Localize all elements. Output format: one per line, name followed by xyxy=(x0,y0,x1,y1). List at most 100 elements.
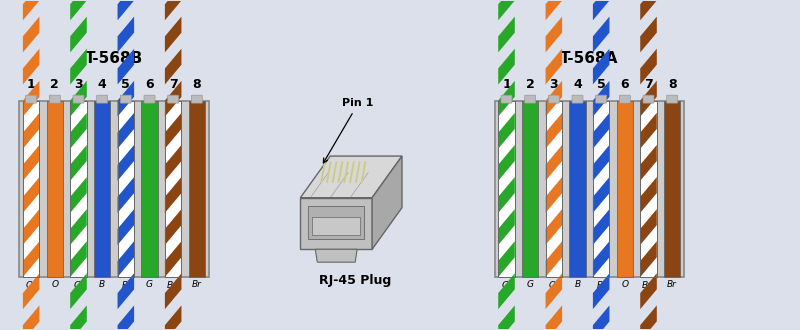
FancyBboxPatch shape xyxy=(50,95,60,103)
Bar xyxy=(570,101,586,277)
Polygon shape xyxy=(640,81,657,116)
Polygon shape xyxy=(165,305,182,330)
Text: G/: G/ xyxy=(502,280,511,289)
Polygon shape xyxy=(593,81,610,116)
Bar xyxy=(617,101,633,277)
Polygon shape xyxy=(165,113,182,149)
Polygon shape xyxy=(70,113,86,149)
Polygon shape xyxy=(498,177,514,213)
Polygon shape xyxy=(70,273,86,309)
Polygon shape xyxy=(23,273,39,309)
Polygon shape xyxy=(70,241,86,277)
Polygon shape xyxy=(593,273,610,309)
FancyBboxPatch shape xyxy=(572,95,583,103)
Polygon shape xyxy=(23,177,39,213)
Polygon shape xyxy=(23,81,39,116)
Text: B/: B/ xyxy=(597,280,606,289)
Polygon shape xyxy=(165,273,182,309)
FancyBboxPatch shape xyxy=(619,95,630,103)
Bar xyxy=(522,101,538,277)
Text: 7: 7 xyxy=(644,78,653,91)
Polygon shape xyxy=(165,145,182,181)
Polygon shape xyxy=(546,177,562,213)
Polygon shape xyxy=(546,49,562,84)
Bar xyxy=(498,101,514,277)
FancyBboxPatch shape xyxy=(144,95,155,103)
Text: 8: 8 xyxy=(193,78,201,91)
Polygon shape xyxy=(640,241,657,277)
Polygon shape xyxy=(165,49,182,84)
Polygon shape xyxy=(593,49,610,84)
Polygon shape xyxy=(23,241,39,277)
Text: 2: 2 xyxy=(50,78,59,91)
Text: G/: G/ xyxy=(74,280,83,289)
FancyBboxPatch shape xyxy=(120,95,131,103)
Polygon shape xyxy=(546,113,562,149)
Text: 3: 3 xyxy=(74,78,83,91)
Polygon shape xyxy=(165,177,182,213)
Bar xyxy=(593,101,610,277)
Polygon shape xyxy=(23,113,39,149)
Polygon shape xyxy=(640,49,657,84)
Polygon shape xyxy=(640,145,657,181)
Polygon shape xyxy=(498,16,514,52)
Polygon shape xyxy=(546,241,562,277)
Text: B: B xyxy=(99,280,106,289)
Polygon shape xyxy=(640,209,657,245)
Bar xyxy=(546,101,562,277)
FancyBboxPatch shape xyxy=(643,95,654,103)
FancyBboxPatch shape xyxy=(548,95,559,103)
Bar xyxy=(19,101,209,277)
Polygon shape xyxy=(593,241,610,277)
Bar xyxy=(664,101,681,277)
Polygon shape xyxy=(498,0,514,20)
Text: O/: O/ xyxy=(26,280,36,289)
Polygon shape xyxy=(23,49,39,84)
Polygon shape xyxy=(118,241,134,277)
Text: Br: Br xyxy=(192,280,202,289)
Text: B/: B/ xyxy=(122,280,130,289)
Polygon shape xyxy=(593,16,610,52)
Polygon shape xyxy=(70,145,86,181)
Bar xyxy=(142,101,158,277)
Text: 1: 1 xyxy=(502,78,511,91)
Bar xyxy=(640,101,657,277)
Polygon shape xyxy=(118,305,134,330)
Polygon shape xyxy=(23,209,39,245)
Text: Br/: Br/ xyxy=(166,280,180,289)
Polygon shape xyxy=(23,0,39,20)
Text: G: G xyxy=(526,280,534,289)
Polygon shape xyxy=(593,177,610,213)
Polygon shape xyxy=(70,81,86,116)
Bar xyxy=(498,101,514,277)
Polygon shape xyxy=(593,209,610,245)
Polygon shape xyxy=(118,81,134,116)
Polygon shape xyxy=(165,209,182,245)
FancyBboxPatch shape xyxy=(26,95,37,103)
FancyBboxPatch shape xyxy=(97,95,108,103)
Polygon shape xyxy=(70,0,86,20)
Polygon shape xyxy=(70,305,86,330)
Polygon shape xyxy=(640,273,657,309)
Polygon shape xyxy=(546,16,562,52)
Polygon shape xyxy=(640,305,657,330)
Polygon shape xyxy=(546,273,562,309)
Polygon shape xyxy=(23,305,39,330)
Polygon shape xyxy=(70,49,86,84)
Polygon shape xyxy=(118,16,134,52)
Polygon shape xyxy=(498,273,514,309)
Text: 6: 6 xyxy=(621,78,629,91)
FancyBboxPatch shape xyxy=(191,95,202,103)
Polygon shape xyxy=(640,177,657,213)
Polygon shape xyxy=(546,209,562,245)
Bar xyxy=(494,101,684,277)
Polygon shape xyxy=(498,49,514,84)
Text: O/: O/ xyxy=(549,280,559,289)
Text: Br/: Br/ xyxy=(642,280,655,289)
Polygon shape xyxy=(640,16,657,52)
Bar xyxy=(46,101,63,277)
Polygon shape xyxy=(498,305,514,330)
Polygon shape xyxy=(546,81,562,116)
Polygon shape xyxy=(165,241,182,277)
Text: 5: 5 xyxy=(597,78,606,91)
